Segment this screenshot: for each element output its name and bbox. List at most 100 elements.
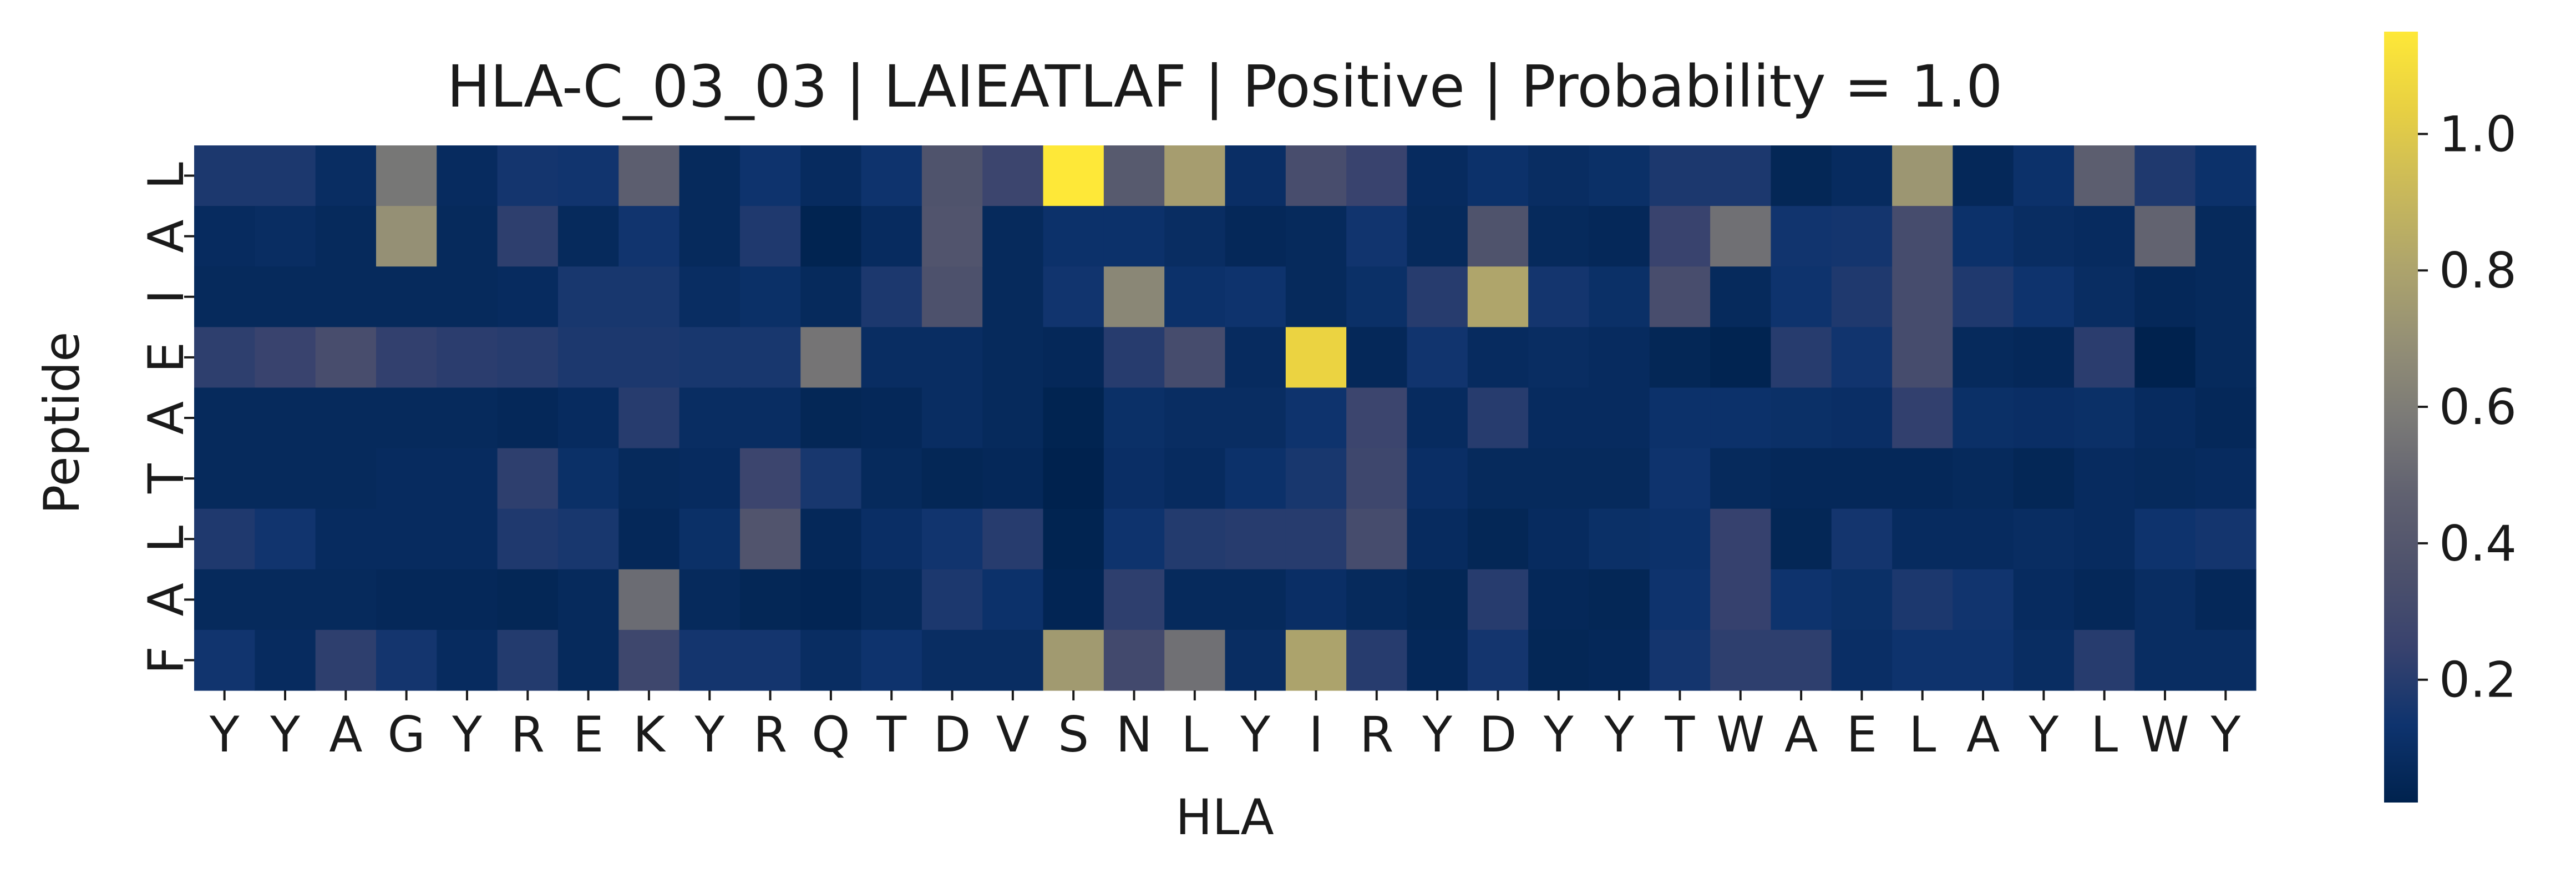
x-tick-label: Y	[1240, 706, 1270, 763]
heatmap-cell	[315, 387, 377, 449]
heatmap-cell	[1225, 387, 1286, 449]
heatmap-cell	[618, 508, 680, 570]
colorbar-tick-label: 0.6	[2439, 379, 2517, 436]
heatmap-cell	[255, 145, 316, 206]
heatmap-cell	[255, 327, 316, 388]
heatmap-cell	[1164, 327, 1226, 388]
heatmap-cell	[2195, 569, 2256, 630]
heatmap-cell	[2074, 569, 2135, 630]
heatmap-cell	[618, 569, 680, 630]
heatmap-cell	[800, 327, 862, 388]
heatmap-cell	[1710, 387, 1772, 449]
heatmap-cell	[739, 145, 801, 206]
heatmap-cell	[739, 327, 801, 388]
x-tick-label: Y	[694, 706, 724, 763]
heatmap-cell	[194, 629, 255, 691]
heatmap-cell	[437, 266, 498, 327]
heatmap-cell	[194, 387, 255, 449]
x-tick-label: D	[1479, 706, 1517, 763]
heatmap-cell	[497, 448, 559, 509]
heatmap-cell	[1589, 508, 1650, 570]
heatmap-cell	[1103, 206, 1165, 267]
heatmap-cell	[1649, 266, 1711, 327]
heatmap-cell	[1285, 327, 1347, 388]
heatmap-cell	[437, 629, 498, 691]
heatmap-cell	[1710, 206, 1772, 267]
heatmap-cell	[1225, 266, 1286, 327]
heatmap-cell	[255, 629, 316, 691]
heatmap-cell	[497, 327, 559, 388]
heatmap-cell	[921, 508, 983, 570]
x-tick-label: R	[1360, 706, 1393, 763]
heatmap-cell	[921, 448, 983, 509]
heatmap-cell	[1164, 206, 1226, 267]
heatmap-cell	[618, 266, 680, 327]
heatmap-cell	[1103, 569, 1165, 630]
heatmap-cell	[1043, 508, 1104, 570]
heatmap-cell	[1771, 448, 1832, 509]
heatmap-cell	[1892, 569, 1953, 630]
heatmap-cell	[2134, 327, 2196, 388]
heatmap-cell	[1589, 387, 1650, 449]
heatmap-cell	[1164, 145, 1226, 206]
heatmap-cell	[2074, 206, 2135, 267]
heatmap-cell	[1346, 327, 1408, 388]
x-tick-label: L	[2091, 706, 2118, 763]
heatmap-cell	[679, 266, 741, 327]
x-tick-label: A	[329, 706, 362, 763]
heatmap-cell	[861, 387, 922, 449]
x-tick-label: T	[1665, 706, 1696, 763]
heatmap-cell	[1467, 569, 1529, 630]
heatmap-cell	[1407, 327, 1468, 388]
heatmap-cell	[2074, 508, 2135, 570]
heatmap-cell	[921, 629, 983, 691]
x-tick-label: Y	[2210, 706, 2240, 763]
heatmap-cell	[557, 145, 619, 206]
heatmap-cell	[497, 629, 559, 691]
heatmap-cell	[2013, 206, 2075, 267]
x-tick-label: K	[633, 706, 666, 763]
x-tick-label: W	[2141, 706, 2189, 763]
heatmap-cell	[1710, 569, 1772, 630]
x-tick-label: I	[1309, 706, 1324, 763]
colorbar-tick-label: 1.0	[2439, 105, 2517, 163]
heatmap-cell	[2134, 629, 2196, 691]
x-tick-label: Y	[270, 706, 300, 763]
heatmap-cell	[376, 387, 437, 449]
heatmap-cell	[1831, 145, 1893, 206]
x-tick-label: Y	[209, 706, 240, 763]
heatmap-cell	[557, 387, 619, 449]
heatmap-cell	[1892, 266, 1953, 327]
heatmap-cell	[1103, 327, 1165, 388]
heatmap-cell	[557, 629, 619, 691]
heatmap-cell	[2134, 387, 2196, 449]
x-tick-label: W	[1716, 706, 1764, 763]
heatmap-cell	[2013, 387, 2075, 449]
y-tick-label: E	[138, 342, 195, 373]
heatmap-cell	[1467, 145, 1529, 206]
heatmap-cell	[1043, 145, 1104, 206]
heatmap-cell	[1164, 387, 1226, 449]
x-tick-label: E	[1847, 706, 1878, 763]
heatmap-cell	[1589, 145, 1650, 206]
heatmap-cell	[437, 387, 498, 449]
heatmap-cell	[1467, 327, 1529, 388]
x-tick-label: R	[753, 706, 787, 763]
heatmap-cell	[861, 266, 922, 327]
heatmap-cell	[1528, 145, 1590, 206]
y-tick-label: L	[138, 162, 195, 189]
heatmap-cell	[1043, 327, 1104, 388]
heatmap-cell	[1771, 206, 1832, 267]
y-tick-label: F	[138, 646, 195, 674]
heatmap-cell	[1892, 448, 1953, 509]
heatmap-cell	[255, 266, 316, 327]
heatmap-cell	[1225, 508, 1286, 570]
x-tick-label: Q	[812, 706, 850, 763]
heatmap-cell	[679, 448, 741, 509]
heatmap-cell	[1225, 206, 1286, 267]
heatmap-cell	[2013, 266, 2075, 327]
y-tick-label: L	[138, 526, 195, 553]
heatmap-cell	[1953, 145, 2014, 206]
heatmap-cell	[1710, 266, 1772, 327]
heatmap-cell	[1043, 206, 1104, 267]
